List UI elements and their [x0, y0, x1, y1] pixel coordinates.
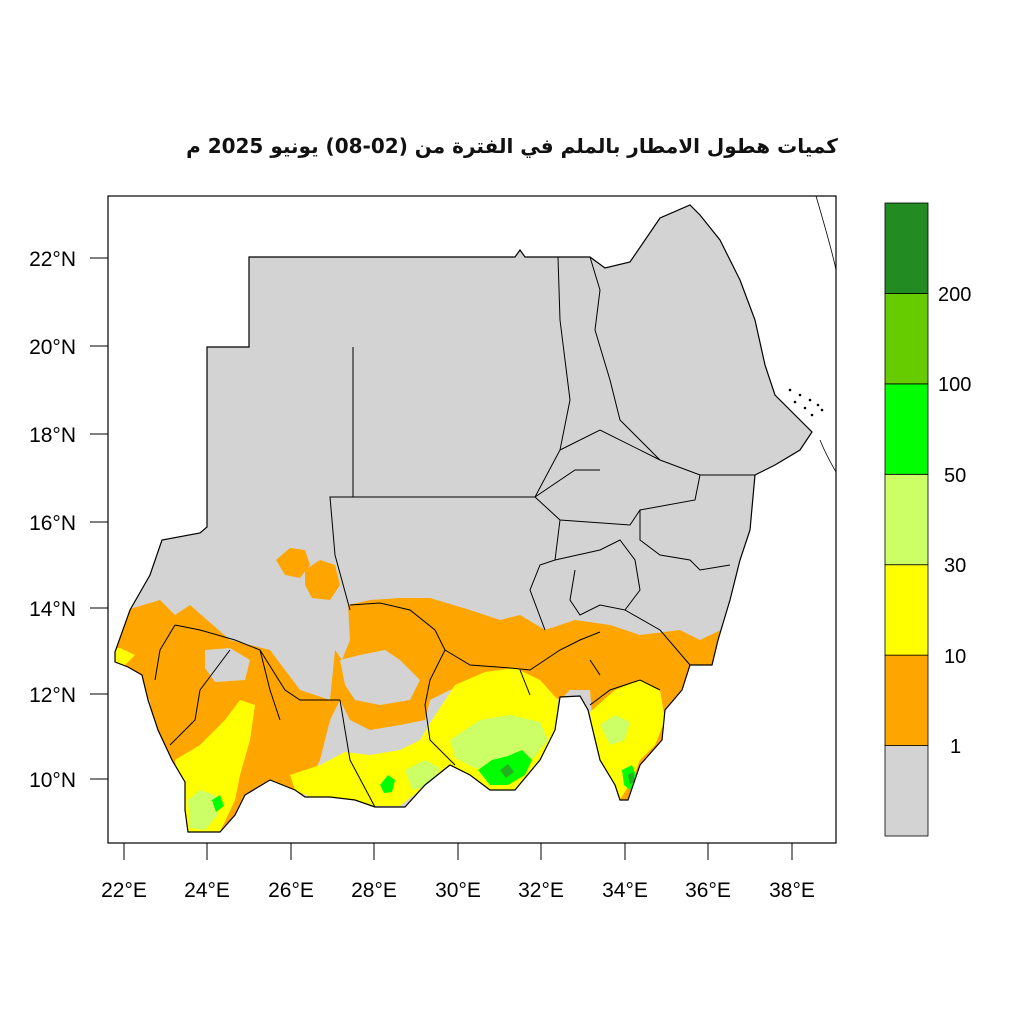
rain-class-10-30-west: [115, 648, 135, 665]
y-tick-label: 10°N: [29, 769, 76, 792]
red-sea-coastline: [815, 195, 837, 473]
legend-break-label: 1: [950, 736, 961, 758]
y-tick-label: 20°N: [29, 336, 76, 359]
legend-swatch: [884, 383, 929, 475]
map-title: كميات هطول الامطار بالملم في الفترة من (…: [186, 134, 838, 158]
y-tick-label: 12°N: [29, 684, 76, 707]
legend-swatch: [884, 745, 929, 837]
legend-labels: 1 10 30 50 100 200: [938, 284, 971, 758]
x-tick-label: 36°E: [685, 879, 731, 902]
x-tick-label: 32°E: [518, 879, 564, 902]
y-tick-label: 18°N: [29, 424, 76, 447]
x-tick-label: 38°E: [769, 879, 815, 902]
x-tick-label: 28°E: [351, 879, 397, 902]
y-tick-label: 16°N: [29, 512, 76, 535]
legend-break-label: 30: [944, 555, 966, 577]
legend-break-label: 100: [938, 374, 971, 396]
legend-swatch: [884, 293, 929, 385]
legend-swatch: [884, 202, 929, 294]
rain-patch-north-b: [390, 600, 420, 640]
legend-break-label: 50: [944, 465, 966, 487]
legend-swatch: [884, 564, 929, 656]
x-tick-labels: 22°E 24°E 26°E 28°E 30°E 32°E 34°E 36°E …: [101, 879, 815, 902]
x-tick-label: 24°E: [184, 879, 230, 902]
state-boundaries: [154, 256, 755, 808]
rain-class-10-30-southeast: [590, 680, 665, 800]
x-tick-label: 22°E: [101, 879, 147, 902]
legend-color-bar: [884, 202, 929, 837]
red-sea-islands: [788, 388, 824, 417]
rain-patch-north-a: [276, 548, 340, 600]
y-tick-label: 14°N: [29, 598, 76, 621]
x-tick-label: 30°E: [435, 879, 481, 902]
dry-pocket-a: [340, 650, 420, 705]
legend-break-label: 10: [944, 646, 966, 668]
dry-pocket-b: [205, 648, 250, 682]
legend-break-label: 200: [938, 284, 971, 306]
y-tick-label: 22°N: [29, 248, 76, 271]
x-tick-label: 26°E: [268, 879, 314, 902]
legend-swatch: [884, 473, 929, 566]
rain-class-30-50: [188, 715, 630, 830]
x-axis: [108, 842, 836, 860]
legend-swatch: [884, 654, 929, 746]
y-axis: [90, 196, 109, 843]
rain-class-1-10: [115, 598, 725, 830]
x-tick-label: 34°E: [602, 879, 648, 902]
y-tick-labels: 10°N 12°N 14°N 16°N 18°N 20°N 22°N: [29, 248, 76, 792]
sudan-outline: [114, 204, 813, 833]
